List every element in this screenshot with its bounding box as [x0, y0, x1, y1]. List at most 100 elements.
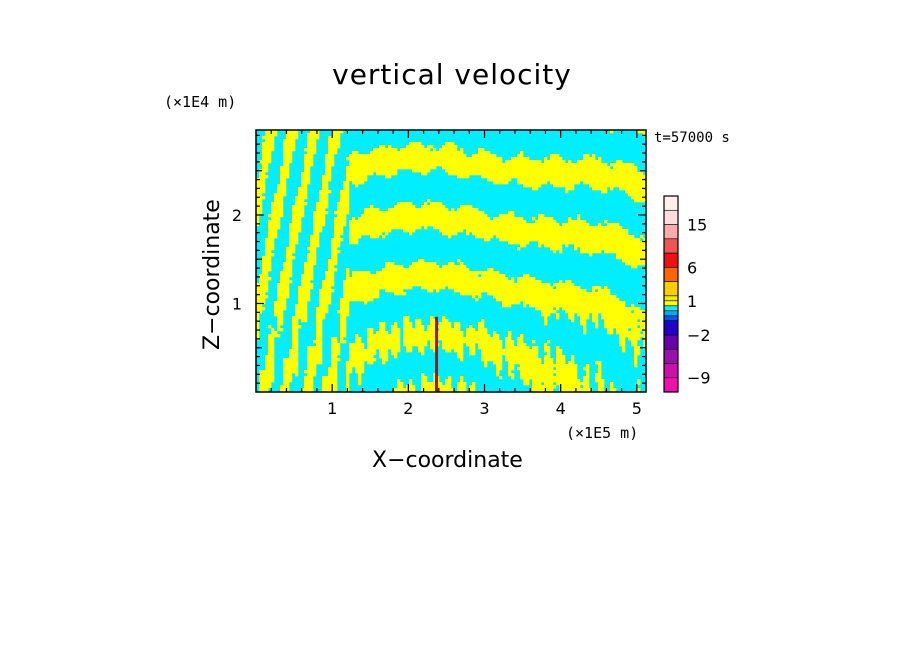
field-cell: [451, 334, 455, 338]
field-cell: [352, 223, 356, 227]
field-cell: [439, 220, 443, 224]
field-cell: [595, 304, 599, 308]
field-cell: [445, 166, 449, 170]
field-cell: [583, 307, 587, 311]
field-cell: [481, 157, 485, 161]
field-cell: [607, 304, 611, 308]
field-cell: [289, 145, 293, 149]
field-cell: [358, 157, 362, 161]
field-cell: [409, 163, 413, 167]
field-cell: [334, 358, 338, 362]
field-cell: [418, 226, 422, 230]
field-cell: [406, 166, 410, 170]
field-cell: [490, 340, 494, 344]
field-cell: [379, 232, 383, 236]
field-cell: [487, 283, 491, 287]
field-cell: [559, 301, 563, 305]
field-cell: [529, 238, 533, 242]
field-cell: [418, 343, 422, 347]
field-cell: [505, 286, 509, 290]
field-cell: [334, 142, 338, 146]
field-cell: [550, 217, 554, 221]
field-cell: [316, 337, 320, 341]
field-cell: [472, 232, 476, 236]
field-cell: [268, 262, 272, 266]
field-cell: [448, 325, 452, 329]
field-cell: [583, 235, 587, 239]
field-cell: [535, 370, 539, 374]
field-cell: [571, 361, 575, 365]
field-cell: [481, 211, 485, 215]
field-cell: [334, 247, 338, 251]
field-cell: [346, 157, 350, 161]
field-cell: [493, 337, 497, 341]
field-cell: [346, 199, 350, 203]
field-cell: [514, 358, 518, 362]
field-cell: [562, 376, 566, 380]
field-cell: [430, 166, 434, 170]
field-cell: [319, 223, 323, 227]
field-cell: [499, 226, 503, 230]
field-cell: [556, 295, 560, 299]
field-cell: [544, 166, 548, 170]
field-cell: [466, 226, 470, 230]
field-cell: [535, 220, 539, 224]
field-cell: [616, 232, 620, 236]
field-cell: [343, 208, 347, 212]
field-cell: [346, 202, 350, 206]
field-cell: [415, 151, 419, 155]
field-cell: [481, 352, 485, 356]
field-cell: [421, 274, 425, 278]
field-cell: [310, 154, 314, 158]
field-cell: [364, 220, 368, 224]
field-cell: [499, 361, 503, 365]
field-cell: [634, 178, 638, 182]
field-cell: [277, 211, 281, 215]
field-cell: [382, 286, 386, 290]
field-cell: [562, 160, 566, 164]
field-cell: [568, 307, 572, 311]
field-cell: [583, 181, 587, 185]
field-cell: [607, 313, 611, 317]
field-cell: [442, 145, 446, 149]
field-cell: [457, 355, 461, 359]
field-cell: [529, 376, 533, 380]
field-cell: [448, 151, 452, 155]
field-cell: [454, 331, 458, 335]
field-cell: [442, 277, 446, 281]
field-cell: [433, 226, 437, 230]
field-cell: [259, 301, 263, 305]
field-cell: [421, 280, 425, 284]
field-cell: [349, 238, 353, 242]
field-cell: [301, 193, 305, 197]
field-cell: [406, 340, 410, 344]
field-cell: [565, 238, 569, 242]
field-cell: [343, 334, 347, 338]
field-cell: [517, 217, 521, 221]
field-cell: [466, 160, 470, 164]
field-cell: [310, 163, 314, 167]
field-cell: [568, 184, 572, 188]
field-cell: [373, 295, 377, 299]
field-cell: [406, 202, 410, 206]
field-cell: [460, 379, 464, 383]
field-cell: [496, 298, 500, 302]
field-cell: [364, 217, 368, 221]
field-cell: [373, 277, 377, 281]
field-cell: [541, 376, 545, 380]
field-cell: [619, 337, 623, 341]
field-cell: [499, 175, 503, 179]
field-cell: [436, 289, 440, 293]
field-cell: [511, 232, 515, 236]
field-cell: [490, 277, 494, 281]
field-cell: [307, 268, 311, 272]
field-cell: [559, 181, 563, 185]
field-cell: [610, 304, 614, 308]
field-cell: [430, 331, 434, 335]
field-cell: [394, 346, 398, 350]
field-cell: [538, 304, 542, 308]
field-cell: [541, 388, 545, 392]
field-cell: [556, 346, 560, 350]
field-cell: [283, 145, 287, 149]
field-cell: [280, 166, 284, 170]
